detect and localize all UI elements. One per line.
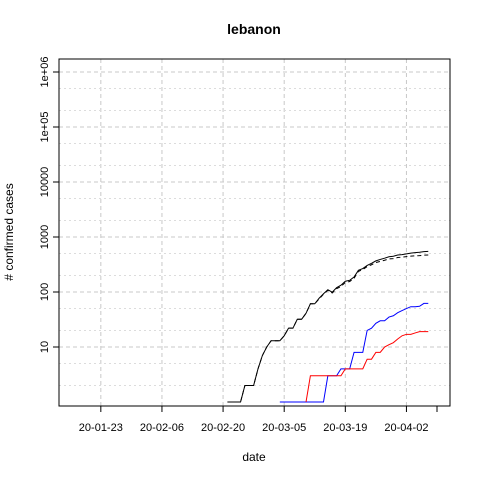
y-tick-label: 1000 [39, 225, 51, 249]
series-line-1 [227, 254, 429, 403]
y-tick-label: 100 [39, 283, 51, 301]
series-line-0 [227, 250, 429, 403]
y-tick-label: 10000 [39, 167, 51, 198]
x-tick-label: 20-04-02 [384, 422, 428, 434]
x-tick-label: 20-03-05 [262, 422, 306, 434]
y-tick-label: 10 [39, 341, 51, 353]
y-tick-label: 1e+05 [39, 112, 51, 143]
series-layer [227, 250, 429, 403]
series-line-2 [279, 302, 429, 403]
x-tick-label: 20-03-19 [323, 422, 367, 434]
plot-frame [58, 58, 451, 407]
x-tick-label: 20-02-20 [201, 422, 245, 434]
x-tick-label: 20-02-06 [140, 422, 184, 434]
x-axis-label: date [242, 450, 266, 464]
series-line-3 [305, 331, 429, 403]
axes: 20-01-23 20-02-06 20-02-20 20-03-05 20-03-19… [39, 57, 438, 434]
y-axis-label: # confirmed cases [2, 183, 16, 280]
x-tick-label: 20-01-23 [79, 422, 123, 434]
y-tick-label: 1e+06 [39, 57, 51, 88]
chart-title: lebanon [227, 21, 281, 37]
grid [59, 59, 450, 406]
